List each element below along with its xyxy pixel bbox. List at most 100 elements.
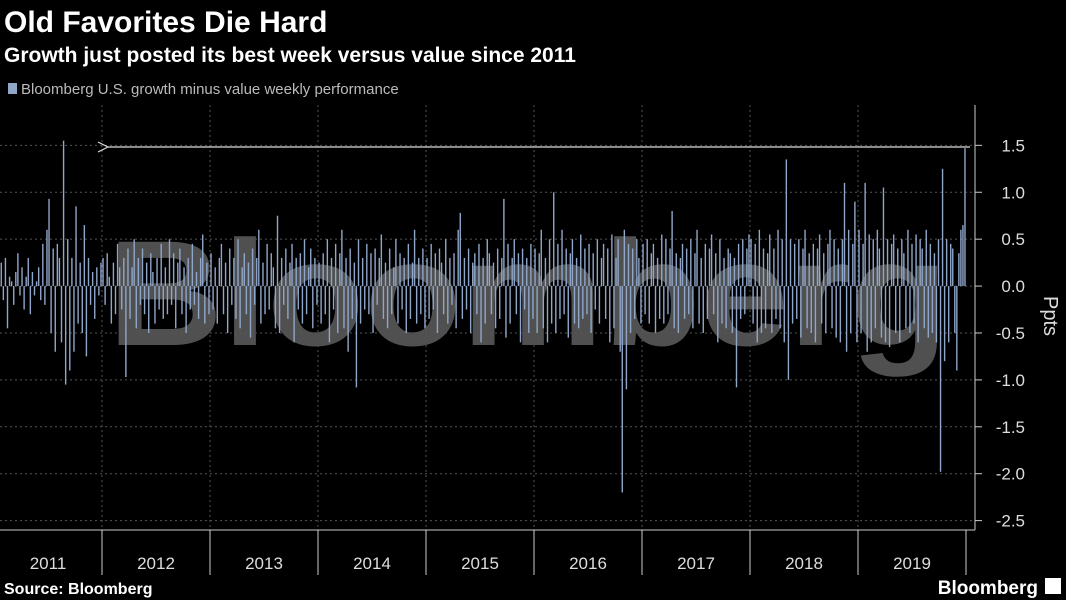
bar [806,286,808,329]
bar [370,253,372,287]
bar [67,239,69,287]
bar [814,286,817,343]
bar [642,243,644,287]
x-tick-label: 2015 [461,554,499,573]
bar [762,248,765,287]
bar [54,286,56,352]
bar [779,286,781,329]
bar [455,286,457,329]
bar [69,286,71,371]
bar [40,286,42,301]
bar [748,234,750,287]
bar [673,286,675,329]
bar [6,286,9,329]
bar [644,286,646,315]
bar [505,286,507,338]
bar [557,243,559,287]
bar [172,253,175,287]
y-axis-label: Ppts [1039,296,1061,336]
bar [461,286,464,319]
bar [0,262,2,287]
bar [183,267,185,287]
bar [690,239,692,287]
bar [403,257,405,287]
bar [905,286,907,329]
y-tick-label: 0.5 [1001,230,1025,249]
bar [349,248,351,287]
bar [322,253,324,287]
bar [440,262,443,287]
bar [193,286,196,305]
bar [858,229,860,287]
y-tick-label: 1.5 [1001,136,1025,155]
bar [808,253,810,287]
bar [756,286,758,343]
bar [253,286,256,305]
bar [791,286,794,324]
bar [320,286,322,324]
bar [212,286,214,310]
bar [347,286,349,352]
bar [409,286,412,319]
bar [588,243,590,287]
bar [260,286,262,324]
bar [909,286,911,333]
bar [295,257,297,287]
bar [102,257,104,287]
bar [874,286,877,329]
bar [222,286,225,315]
bar [519,286,522,343]
bar [911,243,913,287]
bar [872,239,874,287]
bar [58,257,61,287]
bar [229,248,231,287]
bar [897,248,899,287]
bar [393,267,395,287]
bar [575,257,578,287]
bar [548,239,551,287]
bar [83,225,86,287]
bar [10,281,13,287]
bar [442,286,445,315]
bar [625,286,628,390]
bar [586,286,588,315]
bar [609,286,611,343]
bar [64,286,67,385]
bar [445,239,447,287]
bar [856,286,858,343]
bar [706,286,709,319]
bar [166,286,169,315]
bar [602,243,605,287]
bar [899,286,901,343]
bar [919,239,921,287]
bar [214,267,216,287]
bar [391,286,393,315]
bar [692,286,694,329]
bar [787,286,790,380]
bar [816,248,819,287]
bar [708,248,711,287]
bar [592,253,594,287]
bar [490,286,493,315]
x-tick-label: 2017 [677,554,715,573]
y-tick-label: -0.5 [996,324,1025,343]
bar [81,286,83,333]
bar [226,286,229,333]
bar [264,286,266,315]
y-tick-label: 1.0 [1001,183,1025,202]
bar [355,286,358,388]
bar [694,253,696,287]
bar [750,239,752,287]
bar [731,286,734,333]
bar [436,286,439,333]
bar [60,286,63,343]
bar [769,234,771,287]
bar [374,248,376,287]
bar [571,239,574,287]
bar [729,253,731,287]
bar [179,248,181,287]
bar [864,182,866,287]
bar [328,286,331,343]
bar [233,257,235,287]
bar [44,286,46,305]
